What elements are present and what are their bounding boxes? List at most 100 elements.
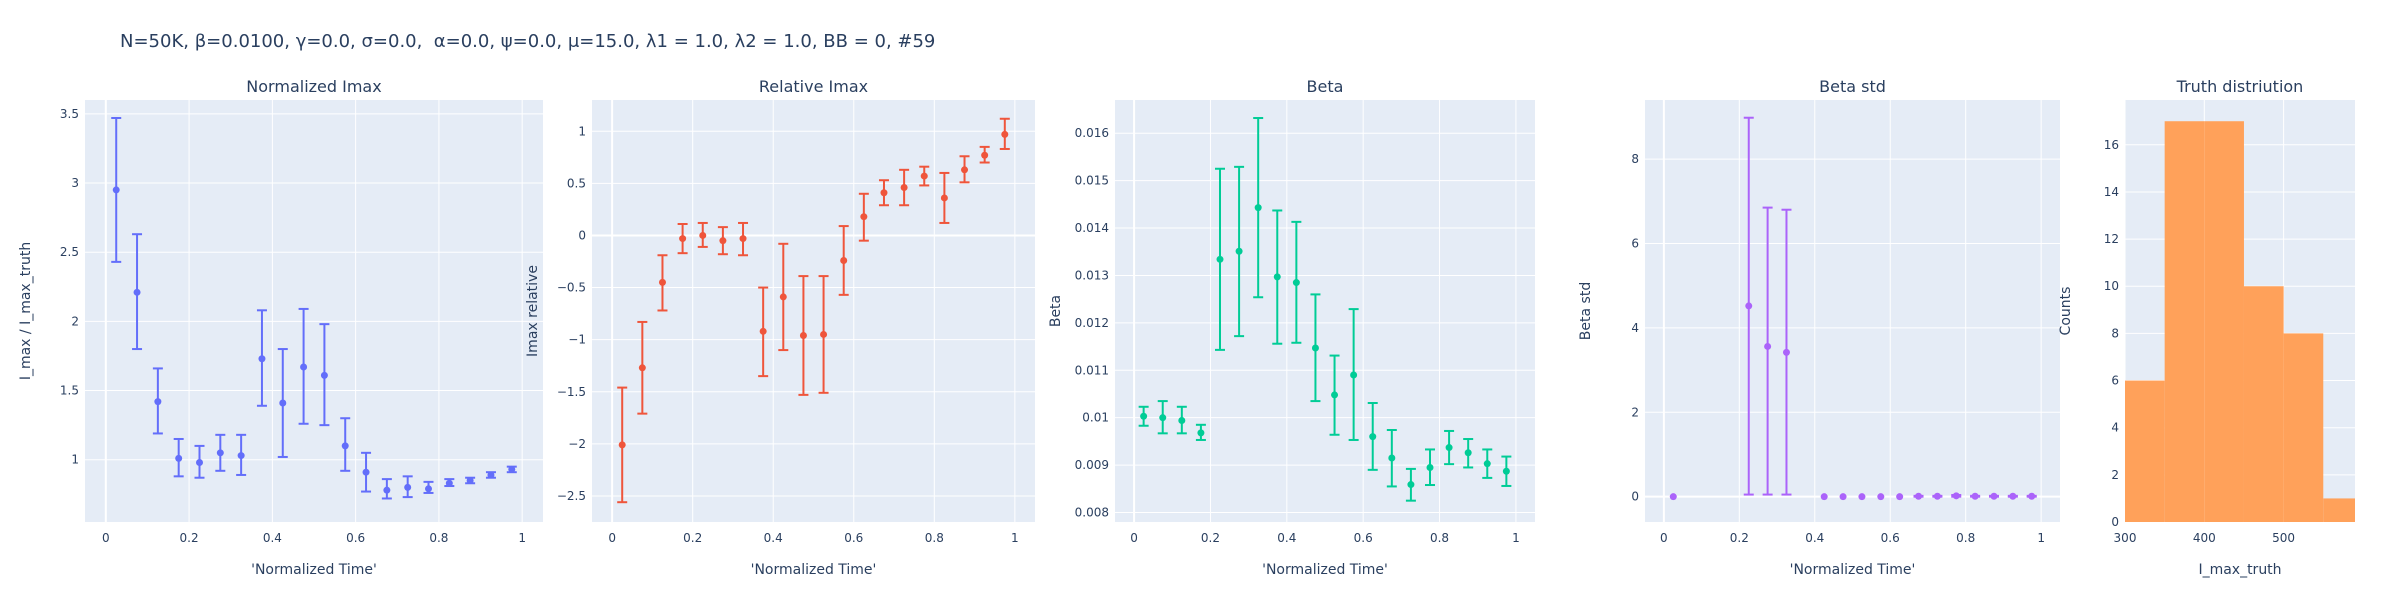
histogram-bar — [2283, 333, 2324, 522]
y-tick-label: 8 — [1631, 152, 1639, 166]
data-point — [1001, 130, 1009, 138]
data-point — [699, 231, 707, 239]
y-tick-label: 1 — [71, 453, 79, 467]
y-axis-label: Beta std — [1578, 282, 1594, 340]
y-tick-label: 0.016 — [1075, 126, 1109, 140]
x-tick-label: 0.2 — [180, 531, 199, 545]
histogram-bar — [2243, 286, 2284, 522]
data-point — [1311, 344, 1319, 352]
data-point — [940, 194, 948, 202]
data-point — [1502, 467, 1510, 475]
data-point — [383, 486, 391, 494]
data-point — [2009, 492, 2017, 500]
data-point — [961, 166, 969, 174]
x-tick-label: 0 — [1660, 531, 1668, 545]
data-point — [820, 330, 828, 338]
data-point — [1426, 463, 1434, 471]
data-point — [1350, 371, 1358, 379]
histogram-bar — [2323, 498, 2355, 522]
data-point — [154, 398, 162, 406]
y-axis-label: Imax relative — [525, 265, 541, 357]
data-point — [1178, 417, 1186, 425]
data-point — [300, 363, 308, 371]
y-axis-label: Counts — [2058, 287, 2074, 336]
x-tick-label: 0.4 — [263, 531, 282, 545]
y-tick-label: 3 — [71, 176, 79, 190]
x-tick-label: 0 — [1130, 531, 1138, 545]
data-point — [1464, 449, 1472, 457]
x-tick-label: 0.6 — [1354, 531, 1373, 545]
data-point — [425, 485, 432, 493]
y-tick-label: −1 — [568, 333, 586, 347]
data-point — [1990, 492, 1998, 500]
y-tick-label: −1.5 — [557, 385, 586, 399]
data-point — [1782, 348, 1790, 356]
x-axis-label: 'Normalized Time' — [1790, 562, 1916, 578]
subplot-3: 0 0.2 0.4 0.6 0.8 1 0.008 0.009 0.01 0.011 0.012 0.… — [1048, 77, 1535, 578]
plot-area — [1115, 100, 1535, 522]
histogram-bar — [2164, 121, 2205, 522]
data-point — [279, 399, 287, 407]
data-point — [1839, 493, 1847, 501]
subplot-2: 0 0.2 0.4 0.6 0.8 1 −2.5 −2 −1.5 −1 −0.5 0 0.5 1 Relat… — [525, 77, 1035, 578]
data-point — [1933, 492, 1941, 500]
x-tick-label: 400 — [2193, 531, 2216, 545]
x-axis-label: I_max_truth — [2198, 562, 2281, 578]
data-point — [362, 468, 370, 476]
data-point — [1971, 492, 1979, 500]
subplot-4: 0 0.2 0.4 0.6 0.8 1 0 2 4 6 8 Beta std 'Normalized T… — [1578, 77, 2060, 578]
x-tick-label: 1 — [1011, 531, 1019, 545]
data-point — [2028, 492, 2036, 500]
data-point — [1764, 342, 1772, 350]
x-tick-label: 0.2 — [1201, 531, 1220, 545]
data-point — [1159, 414, 1167, 422]
data-point — [320, 371, 328, 379]
y-tick-label: 16 — [2104, 138, 2119, 152]
subplot-title: Beta — [1307, 77, 1344, 96]
x-tick-label: 1 — [1512, 531, 1520, 545]
x-tick-label: 0.4 — [1277, 531, 1296, 545]
subplot-title: Relative Imax — [759, 77, 868, 96]
data-point — [1745, 302, 1753, 310]
y-tick-label: 0 — [578, 228, 586, 242]
subplot-1: 0 0.2 0.4 0.6 0.8 1 1 1.5 2 2.5 3 3.5 Normalized Ima… — [18, 77, 543, 578]
subplot-title: Beta std — [1819, 77, 1886, 96]
data-point — [1445, 444, 1453, 452]
data-point — [445, 479, 453, 487]
data-point — [258, 355, 266, 363]
data-point — [1331, 391, 1339, 399]
y-tick-label: 2 — [1631, 405, 1639, 419]
y-axis-label: Beta — [1048, 295, 1064, 327]
y-tick-label: 2.5 — [60, 245, 79, 259]
data-point — [1292, 279, 1300, 287]
data-point — [216, 449, 224, 457]
plot-area — [85, 100, 543, 522]
y-tick-label: 8 — [2111, 326, 2119, 340]
subplot-title: Normalized Imax — [246, 77, 381, 96]
x-axis-label: 'Normalized Time' — [751, 562, 877, 578]
data-point — [719, 237, 727, 245]
y-tick-label: 10 — [2104, 279, 2119, 293]
data-point — [1140, 412, 1148, 420]
data-point — [1952, 492, 1960, 500]
data-point — [638, 364, 646, 372]
x-axis-label: 'Normalized Time' — [251, 562, 377, 578]
x-tick-label: 0.8 — [925, 531, 944, 545]
x-tick-label: 0.8 — [1956, 531, 1975, 545]
subplot-5: 300 400 500 0 2 4 6 8 10 12 14 16 Truth distriution I… — [2058, 77, 2355, 578]
x-tick-label: 1 — [518, 531, 526, 545]
data-point — [1877, 493, 1885, 501]
y-tick-label: 6 — [1631, 236, 1639, 250]
data-point — [840, 256, 848, 264]
data-point — [799, 331, 807, 339]
data-point — [679, 235, 687, 243]
y-tick-label: 0 — [1631, 490, 1639, 504]
y-tick-label: 4 — [1631, 321, 1639, 335]
x-tick-label: 1 — [2037, 531, 2045, 545]
y-tick-label: 14 — [2104, 185, 2119, 199]
data-point — [196, 459, 203, 467]
data-point — [1197, 429, 1205, 437]
y-tick-label: 0.015 — [1075, 174, 1109, 188]
x-tick-label: 0.4 — [764, 531, 783, 545]
